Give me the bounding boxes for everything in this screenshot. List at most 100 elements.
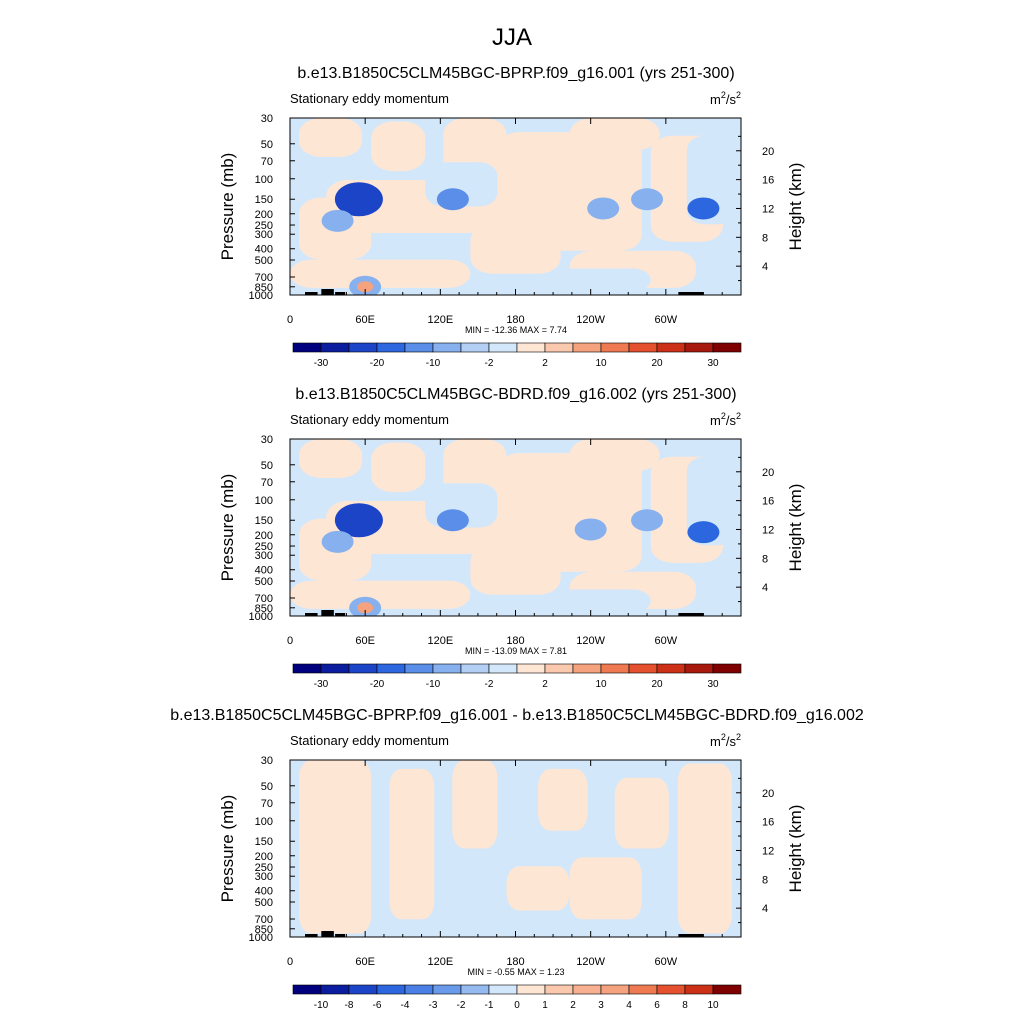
y2-axis-label: Height (km) — [786, 805, 805, 893]
colorbar-swatch — [348, 342, 378, 353]
contour-feature — [321, 530, 354, 553]
colorbar-label: 30 — [707, 358, 719, 369]
panel-subtitle: Stationary eddy momentum — [290, 412, 449, 427]
colorbar-swatch — [628, 342, 658, 353]
x-tick-label: 60E — [355, 314, 375, 326]
x-tick-label: 120W — [576, 635, 605, 647]
colorbar-label: 1 — [542, 1000, 548, 1011]
contour-region-negative — [551, 589, 651, 613]
colorbar-swatch — [628, 663, 658, 674]
colorbar-swatch — [516, 663, 546, 674]
y-tick-label: 400 — [255, 886, 273, 898]
colorbar: -30 -20 -10 -2 2 10 20 30 — [292, 342, 742, 369]
colorbar-swatch — [320, 984, 350, 995]
contour-region-positive — [389, 768, 435, 920]
colorbar-label: -30 — [314, 679, 329, 690]
colorbar-swatch — [320, 342, 350, 353]
colorbar-label: -8 — [345, 1000, 354, 1011]
y-tick-label: 700 — [255, 914, 273, 926]
contour-region-positive — [290, 580, 471, 609]
y2-tick-label: 20 — [762, 146, 774, 158]
contour-feature — [436, 188, 469, 211]
y2-tick-label: 20 — [762, 467, 774, 479]
y-tick-label: 150 — [255, 515, 273, 527]
colorbar-swatch — [348, 984, 378, 995]
contour-region-negative — [551, 268, 651, 292]
y-tick-label: 300 — [255, 550, 273, 562]
y-tick-label: 700 — [255, 272, 273, 284]
panels-container: b.e13.B1850C5CLM45BGC-BPRP.f09_g16.001 (… — [170, 65, 864, 1011]
colorbar-swatch — [572, 663, 602, 674]
colorbar-label: -10 — [426, 679, 441, 690]
contour-feature — [436, 509, 469, 532]
colorbar-swatch — [656, 663, 686, 674]
y2-tick-label: 4 — [762, 903, 768, 915]
y-tick-label: 100 — [255, 174, 273, 186]
x-tick-label: 0 — [287, 314, 293, 326]
y-tick-label: 70 — [261, 156, 273, 168]
contour-region-positive — [506, 866, 570, 911]
y2-tick-label: 12 — [762, 845, 774, 857]
x-tick-label: 120W — [576, 956, 605, 968]
y-tick-label: 50 — [261, 781, 273, 793]
contour-feature — [687, 521, 720, 544]
x-tick-label: 120E — [427, 314, 453, 326]
colorbar-swatch — [544, 663, 574, 674]
y-tick-label: 1000 — [249, 290, 273, 302]
units-base: m — [710, 92, 721, 107]
colorbar-swatch — [292, 984, 322, 995]
y-tick-label: 250 — [255, 862, 273, 874]
colorbar-label: -10 — [426, 358, 441, 369]
colorbar-label: -10 — [314, 1000, 329, 1011]
colorbar-label: -4 — [401, 1000, 410, 1011]
contour-region-positive — [470, 224, 561, 274]
contour-feature-peak — [354, 195, 367, 203]
contour-region-positive — [371, 442, 426, 493]
y-tick-label: 500 — [255, 255, 273, 267]
y-tick-label: 150 — [255, 194, 273, 206]
contour-region-positive — [470, 545, 561, 595]
colorbar-swatch — [516, 984, 546, 995]
colorbar-label: 10 — [707, 1000, 719, 1011]
panel-title: b.e13.B1850C5CLM45BGC-BPRP.f09_g16.001 (… — [297, 65, 734, 82]
colorbar-swatch — [488, 342, 518, 353]
units-sup: 2 — [721, 90, 726, 100]
colorbar-label: -20 — [370, 679, 385, 690]
contour-region-positive — [538, 768, 588, 831]
colorbar: -30 -20 -10 -2 2 10 20 30 — [292, 663, 742, 690]
topography — [305, 292, 318, 295]
y-tick-label: 500 — [255, 897, 273, 909]
units-sup: 2 — [721, 732, 726, 742]
units-label: m2/s2 — [710, 411, 741, 428]
colorbar-swatch — [712, 663, 742, 674]
panel-title: b.e13.B1850C5CLM45BGC-BDRD.f09_g16.002 (… — [295, 386, 736, 403]
units-mid: /s — [726, 92, 737, 107]
colorbar-label: -3 — [429, 1000, 438, 1011]
y-tick-label: 1000 — [249, 932, 273, 944]
colorbar-label: 20 — [651, 358, 663, 369]
y2-tick-label: 20 — [762, 788, 774, 800]
y2-tick-label: 8 — [762, 874, 768, 886]
y-tick-label: 250 — [255, 220, 273, 232]
x-tick-label: 180 — [506, 635, 524, 647]
y-tick-label: 50 — [261, 460, 273, 472]
units-mid: /s — [726, 413, 737, 428]
x-tick-label: 60E — [355, 956, 375, 968]
contour-region-positive — [452, 760, 498, 849]
contour-fill — [290, 439, 741, 616]
colorbar-label: 6 — [654, 1000, 660, 1011]
colorbar-swatch — [656, 342, 686, 353]
x-tick-label: 120E — [427, 635, 453, 647]
contour-region-positive — [614, 777, 669, 849]
y-axis-label: Pressure (mb) — [218, 795, 237, 903]
y-tick-label: 70 — [261, 798, 273, 810]
colorbar-swatch — [600, 342, 630, 353]
x-tick-label: 120E — [427, 956, 453, 968]
x-tick-label: 180 — [506, 314, 524, 326]
units-sup: 2 — [736, 732, 741, 742]
colorbar-swatch — [348, 663, 378, 674]
contour-region-positive — [299, 439, 363, 478]
colorbar-swatch — [544, 984, 574, 995]
y-tick-label: 30 — [261, 113, 273, 125]
y2-axis-label: Height (km) — [786, 163, 805, 251]
